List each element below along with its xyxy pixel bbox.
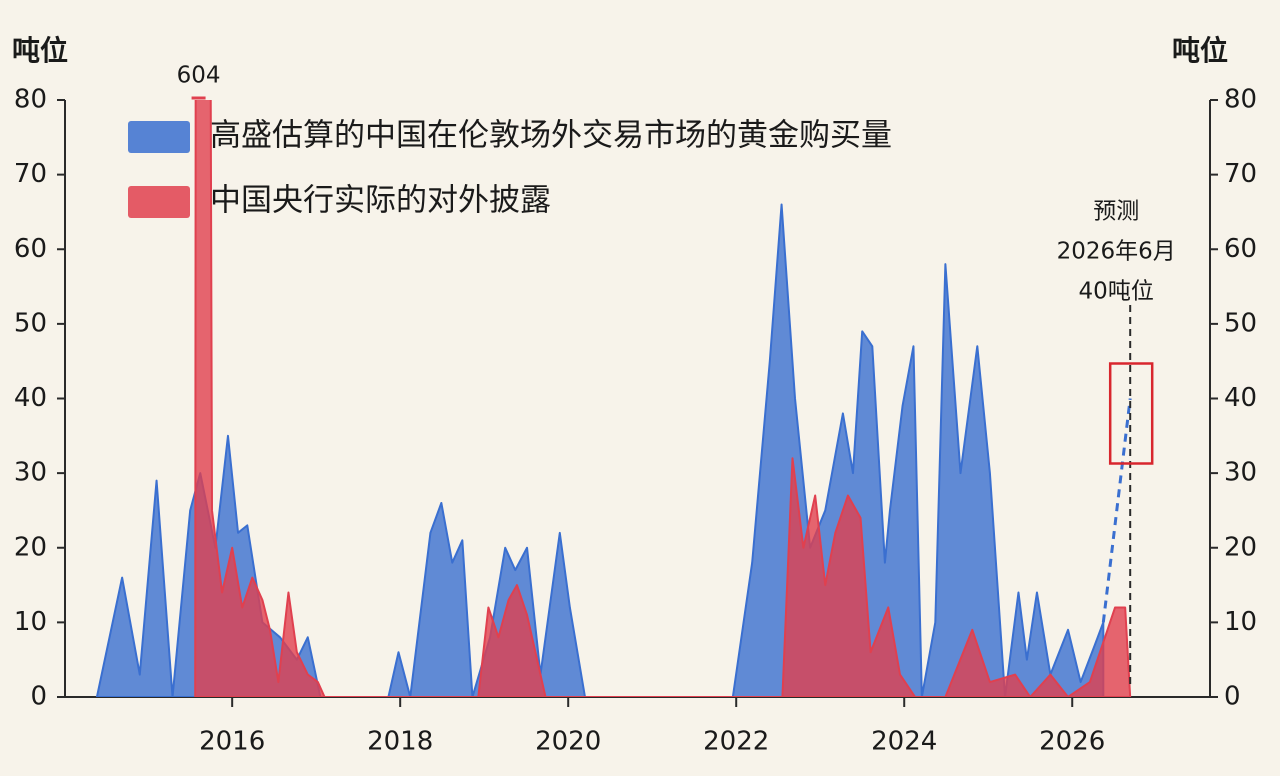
- y-tick-label: 70: [14, 159, 47, 189]
- annotation: 2026年6月: [1057, 239, 1176, 265]
- y-tick-label: 30: [14, 458, 47, 488]
- y2-tick-label: 50: [1224, 308, 1257, 338]
- y2-tick-label: 10: [1224, 607, 1257, 637]
- y-tick-label: 20: [14, 532, 47, 562]
- y2-tick-label: 60: [1224, 234, 1257, 264]
- x-tick-label: 2024: [871, 727, 937, 757]
- y2-tick-label: 30: [1224, 458, 1257, 488]
- legend-swatch: [128, 121, 190, 153]
- y-tick-label: 40: [14, 383, 47, 413]
- y-tick-label: 0: [30, 682, 47, 712]
- x-tick-label: 2026: [1039, 727, 1105, 757]
- plot-area: [95, 100, 1132, 697]
- y2-tick-label: 20: [1224, 532, 1257, 562]
- y-tick-label: 10: [14, 607, 47, 637]
- x-tick-label: 2022: [703, 727, 769, 757]
- legend-label: 高盛估算的中国在伦敦场外交易市场的黄金购买量: [210, 118, 892, 154]
- y2-axis-label: 吨位: [1172, 34, 1228, 67]
- y-axis-label: 吨位: [12, 34, 68, 67]
- y-tick-label: 80: [14, 85, 47, 115]
- annotation: 40吨位: [1079, 279, 1154, 305]
- forecast-line: [1101, 398, 1132, 623]
- highlight-box: [1108, 362, 1154, 465]
- x-tick-label: 2016: [199, 727, 265, 757]
- y-tick-label: 50: [14, 308, 47, 338]
- y-tick-label: 60: [14, 234, 47, 264]
- y2-tick-label: 70: [1224, 159, 1257, 189]
- y2-tick-label: 0: [1224, 682, 1241, 712]
- x-tick-label: 2018: [367, 727, 433, 757]
- legend-swatch: [128, 186, 190, 218]
- area: [194, 100, 1132, 697]
- x-tick-label: 2020: [535, 727, 601, 757]
- y2-tick-label: 80: [1224, 85, 1257, 115]
- data-label: 604: [177, 63, 221, 89]
- legend-label: 中国央行实际的对外披露: [210, 183, 551, 219]
- y2-tick-label: 40: [1224, 383, 1257, 413]
- annotation: 预测: [1093, 199, 1139, 225]
